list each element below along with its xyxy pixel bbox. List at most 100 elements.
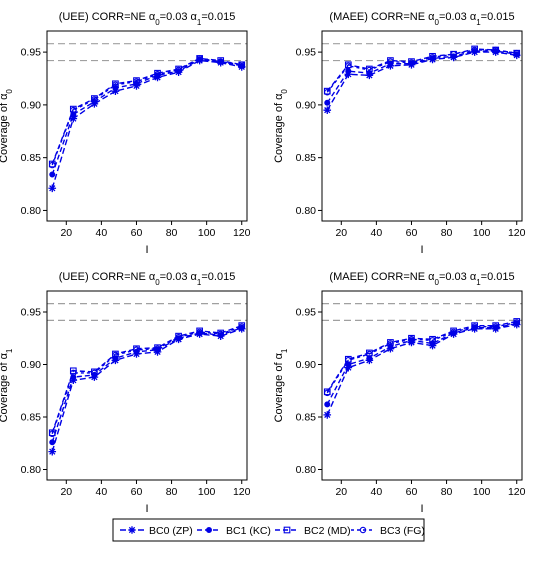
y-tick-label: 0.85 — [21, 152, 42, 164]
series-open-square — [48, 322, 246, 437]
title-alpha0-subscript: 0 — [155, 18, 160, 27]
data-point — [217, 330, 224, 338]
series-line — [51, 58, 242, 175]
series-open-circle — [324, 319, 520, 397]
data-point — [238, 61, 245, 69]
series-open-square — [48, 55, 246, 168]
title-alpha1-subscript: 1 — [476, 278, 481, 287]
data-point — [513, 319, 520, 326]
x-tick-label: 80 — [166, 227, 178, 239]
y-tick-label: 0.80 — [21, 205, 42, 217]
series-filled-circle — [49, 324, 245, 446]
x-axis-label: I — [420, 244, 423, 256]
series-filled-circle — [324, 320, 520, 408]
title-alpha0-subscript: 0 — [155, 278, 160, 287]
x-tick-label: 80 — [166, 486, 178, 498]
x-axis-label: I — [145, 244, 148, 256]
data-point — [450, 50, 457, 58]
panel-title: (MAEE) CORR=NE α0=0.03 α1=0.015 — [329, 11, 514, 27]
legend-marker — [205, 527, 212, 534]
data-point — [492, 46, 499, 54]
y-axis-label: Coverage of α1 — [0, 348, 14, 422]
title-alpha0: α — [428, 11, 435, 23]
data-point — [429, 337, 436, 344]
series-asterisk — [48, 325, 246, 456]
data-point — [49, 439, 56, 446]
panel-title: (UEE) CORR=NE α0=0.03 α1=0.015 — [59, 271, 236, 287]
legend-items: BC0 (ZP) BC1 (KC) BC2 (MD) BC3 (FG) — [120, 525, 425, 537]
y-tick-label: 0.90 — [296, 359, 317, 371]
x-tick-label: 40 — [96, 227, 108, 239]
title-alpha1: α — [191, 271, 198, 283]
plot-frame — [46, 290, 248, 481]
series-line — [326, 323, 517, 416]
data-point — [513, 49, 520, 57]
data-point — [408, 59, 415, 66]
data-point — [324, 401, 331, 408]
series-open-circle — [324, 46, 520, 96]
x-tick-label: 120 — [508, 227, 526, 239]
series-line — [51, 326, 242, 435]
x-tick-label: 120 — [233, 486, 251, 498]
data-point — [471, 323, 478, 330]
data-point — [154, 71, 161, 78]
title-alpha0: α — [149, 11, 156, 23]
series-asterisk — [323, 48, 521, 114]
y-tick-label: 0.80 — [21, 464, 42, 476]
title-alpha0-value: =0.03 — [439, 11, 470, 23]
y-tick-label: 0.80 — [296, 464, 317, 476]
series-line — [326, 51, 517, 111]
data-point — [175, 66, 182, 74]
data-point — [345, 62, 352, 70]
series-open-square — [323, 318, 521, 396]
title-prefix: (MAEE) CORR=NE — [329, 11, 428, 23]
y-label-main: Coverage of α — [0, 93, 10, 163]
title-alpha1-subscript: 1 — [197, 278, 202, 287]
series-line — [326, 322, 517, 405]
x-tick-label: 60 — [131, 486, 143, 498]
data-point — [49, 430, 56, 438]
data-point — [408, 336, 415, 343]
legend-box — [112, 518, 425, 542]
title-prefix: (UEE) CORR=NE — [59, 271, 149, 283]
series-open-circle — [49, 323, 245, 438]
data-point — [48, 447, 57, 456]
series-line — [326, 321, 517, 394]
data-point — [133, 346, 140, 354]
data-point — [91, 96, 98, 103]
x-tick-label: 60 — [406, 486, 418, 498]
x-axis-label: I — [420, 503, 423, 515]
legend-item: BC1 (KC) — [197, 525, 271, 537]
y-axis-label: Coverage of α0 — [273, 89, 289, 163]
data-point — [69, 376, 78, 385]
series-line — [51, 327, 242, 443]
y-tick-label: 0.95 — [296, 307, 317, 319]
data-point — [49, 171, 56, 178]
data-point — [70, 106, 77, 114]
panel-title: (UEE) CORR=NE α0=0.03 α1=0.015 — [59, 11, 236, 27]
x-tick-label: 100 — [473, 227, 491, 239]
x-tick-label: 20 — [60, 486, 72, 498]
y-label-main: Coverage of α — [0, 352, 10, 422]
legend-label: BC0 (ZP) — [149, 525, 193, 537]
x-axis-label: I — [145, 503, 148, 515]
y-label-main: Coverage of α — [273, 93, 285, 163]
legend: BC0 (ZP) BC1 (KC) BC2 (MD) BC3 (FG) — [112, 518, 425, 542]
series-line — [51, 324, 242, 433]
data-point — [91, 369, 98, 377]
series-line — [326, 48, 517, 92]
x-tick-label: 40 — [371, 227, 383, 239]
plot-frame — [321, 290, 523, 481]
legend-item: BC0 (ZP) — [120, 525, 193, 537]
x-tick-label: 100 — [473, 486, 491, 498]
title-alpha0: α — [149, 271, 156, 283]
x-tick-label: 80 — [441, 486, 453, 498]
plot-frame — [46, 30, 248, 222]
y-label-subscript: 1 — [280, 348, 289, 353]
title-alpha0-value: =0.03 — [160, 271, 191, 283]
y-tick-label: 0.90 — [296, 99, 317, 111]
